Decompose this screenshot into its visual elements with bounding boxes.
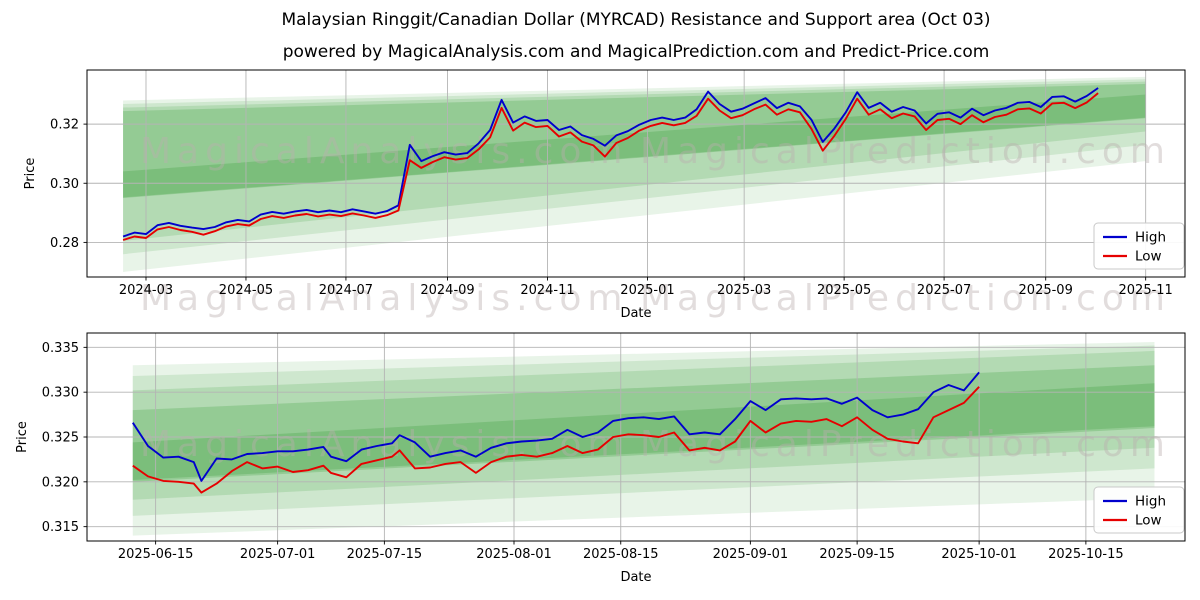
x-tick-label: 2024-05: [219, 283, 273, 298]
bands-group-bottom: [132, 341, 1155, 536]
y-axis-label: Price: [15, 421, 30, 453]
x-tick-label: 2025-10-01: [941, 547, 1017, 562]
legend-label-high: High: [1135, 230, 1166, 246]
low-line: [122, 92, 1099, 241]
x-tick-label: 2025-08-01: [476, 547, 552, 562]
tick-group-bottom: 2025-06-15 2025-07-01 2025-07-15 2025-08-01…: [42, 341, 1124, 562]
watermark-text: MagicalPrediction.com: [640, 131, 1171, 172]
support-resistance-band: [132, 345, 1155, 516]
legend-box: [1093, 222, 1185, 270]
x-axis-label: Date: [620, 570, 651, 585]
x-tick-label: 2025-07-01: [240, 547, 316, 562]
x-tick-label: 2025-09-15: [819, 547, 895, 562]
watermark-text: MagicalAnalysis.com: [140, 131, 628, 172]
grid-group-top: [87, 70, 1185, 277]
legend-label-low: Low: [1135, 249, 1162, 265]
x-axis-label: Date: [620, 306, 651, 321]
support-resistance-band: [132, 350, 1155, 500]
x-tick-label: 2025-09-01: [713, 547, 789, 562]
y-tick-label: 0.32: [50, 118, 79, 133]
series-group-bottom: [132, 371, 980, 494]
legend-bottom: High Low: [1093, 486, 1185, 534]
x-tick-label: 2024-03: [119, 283, 173, 298]
high-line: [122, 87, 1099, 238]
low-line: [132, 386, 980, 494]
legend-box: [1093, 486, 1185, 534]
legend-label-high: High: [1135, 494, 1166, 510]
x-tick-label: 2025-08-15: [583, 547, 659, 562]
x-tick-label: 2025-10-15: [1048, 547, 1124, 562]
support-resistance-band: [123, 76, 1146, 272]
x-tick-label: 2025-03: [717, 283, 771, 298]
x-tick-label: 2025-11: [1119, 283, 1173, 298]
y-tick-label: 0.315: [42, 520, 79, 535]
support-resistance-band: [132, 341, 1155, 536]
support-resistance-band: [123, 83, 1146, 199]
y-tick-label: 0.28: [50, 236, 79, 251]
tick-group-top: 2024-03 2024-05 2024-07 2024-09 2024-11 2025-…: [50, 118, 1173, 298]
y-tick-label: 0.320: [42, 475, 79, 490]
y-tick-label: 0.335: [42, 341, 79, 356]
support-resistance-band: [123, 79, 1146, 255]
y-axis-label: Price: [23, 158, 38, 190]
chart-subtitle: powered by MagicalAnalysis.com and Magic…: [282, 42, 990, 62]
x-tick-label: 2024-11: [520, 283, 574, 298]
high-line: [132, 371, 980, 482]
x-tick-label: 2025-09: [1019, 283, 1073, 298]
x-tick-label: 2025-07: [917, 283, 971, 298]
watermark-text: MagicalPrediction.com: [640, 278, 1171, 319]
support-resistance-band: [132, 383, 1155, 481]
x-tick-label: 2025-06-15: [118, 547, 194, 562]
watermark-text: MagicalPrediction.com: [640, 424, 1171, 465]
grid-group-bottom: [87, 333, 1185, 541]
y-tick-label: 0.30: [50, 177, 79, 192]
support-resistance-band: [123, 94, 1146, 198]
legend-top: High Low: [1093, 222, 1185, 270]
x-tick-label: 2024-09: [420, 283, 474, 298]
y-tick-label: 0.330: [42, 386, 79, 401]
x-tick-label: 2024-07: [319, 283, 373, 298]
chart-title: Malaysian Ringgit/Canadian Dollar (MYRCA…: [281, 10, 991, 30]
y-tick-label: 0.325: [42, 431, 79, 446]
legend-label-low: Low: [1135, 513, 1162, 529]
x-tick-label: 2025-01: [620, 283, 674, 298]
series-group-top: [122, 87, 1099, 241]
support-resistance-band: [123, 81, 1146, 241]
watermark-text: MagicalAnalysis.com: [140, 278, 628, 319]
axes-frame-top: [86, 69, 1186, 278]
x-tick-label: 2025-05: [817, 283, 871, 298]
support-resistance-band: [132, 365, 1155, 482]
bands-group-top: [123, 76, 1146, 272]
x-tick-label: 2025-07-15: [347, 547, 423, 562]
